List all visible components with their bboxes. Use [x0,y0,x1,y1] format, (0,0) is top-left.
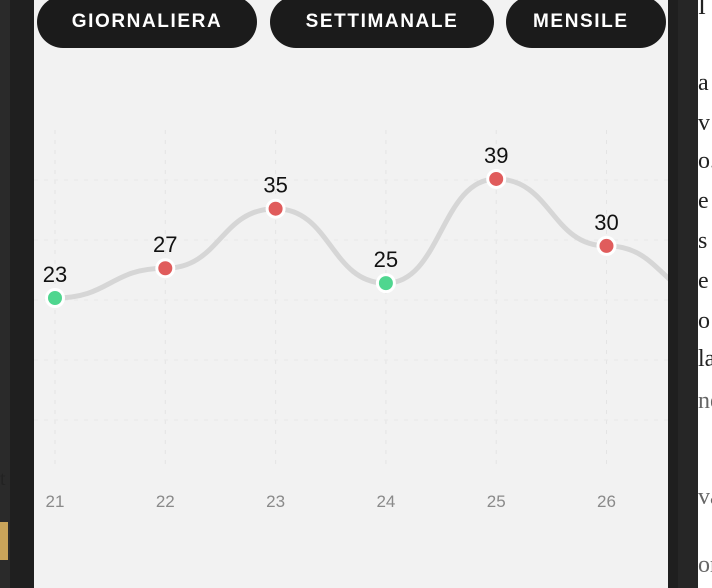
tab-daily-label: GIORNALIERA [71,11,223,32]
data-point [596,235,617,256]
data-label: 35 [263,173,287,198]
tab-weekly-label: SETTIMANALE [305,11,459,32]
background-text-fragment: s [698,228,708,254]
background-text-fragment: o. [698,148,712,174]
data-label: 23 [705,262,712,287]
data-point [708,290,712,307]
x-tick-label: 24 [376,492,395,511]
background-text-fragment: va [698,484,712,510]
tab-weekly[interactable]: SETTIMANALE [270,0,494,48]
tab-monthly[interactable]: MENSILE [506,0,666,48]
tab-monthly-label: MENSILE [533,11,629,32]
background-text-fragment: a [698,70,709,96]
x-axis-ticks: 21 22 23 24 25 26 27 [46,492,712,511]
background-text-fragment: la [698,346,712,372]
background-left-edge [0,0,10,588]
background-text-fragment: I [698,0,706,20]
x-tick-label: 21 [46,492,65,511]
data-labels: 23 27 35 25 39 30 23 [43,143,712,287]
data-label: 25 [374,247,398,272]
x-tick-label: 23 [266,492,285,511]
data-label: 30 [594,210,618,235]
background-image-fragment [0,522,8,560]
data-point [45,288,65,308]
background-text-fragment: t [0,468,6,490]
x-tick-label: 22 [156,492,175,511]
data-point [155,258,176,279]
data-points [45,168,712,308]
background-text-fragment: ne [698,388,712,414]
data-label: 23 [43,262,67,287]
background-text-fragment: e [698,188,709,214]
x-tick-label: 26 [597,492,616,511]
data-point [265,198,286,219]
x-tick-label: 25 [487,492,506,511]
app-screen [34,0,668,588]
background-text-fragment: v [698,110,710,136]
data-label: 39 [484,143,508,168]
x-tick-label: 27 [707,492,712,511]
background-text-fragment: or [698,552,712,578]
phone-frame-right-edge [678,0,698,588]
background-text-fragment: e [698,268,709,294]
background-right-text: I a v o. e s e o la ne va or [698,0,712,588]
data-point [375,273,396,294]
background-text-fragment: o [698,308,710,334]
chart-grid [34,130,668,470]
data-label: 27 [153,232,177,257]
data-point [486,168,507,189]
tab-daily[interactable]: GIORNALIERA [37,0,257,48]
